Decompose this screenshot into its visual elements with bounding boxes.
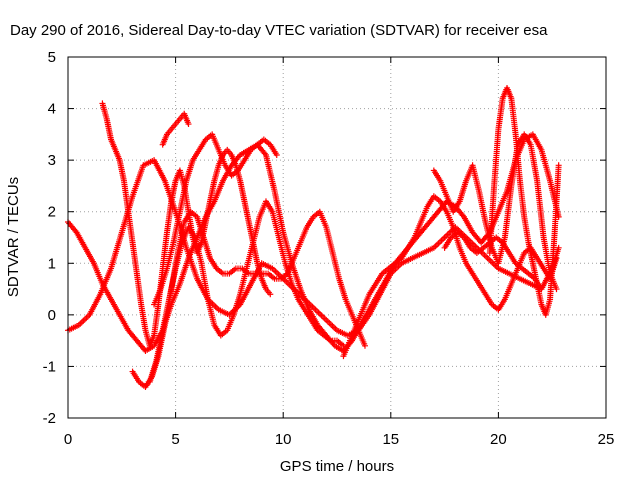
data-point (553, 286, 560, 293)
series-6 (159, 110, 192, 148)
x-tick-labels: 0 5 10 15 20 25 (64, 431, 615, 448)
chart-title: Day 290 of 2016, Sidereal Day-to-day VTE… (10, 22, 548, 39)
series-4 (129, 208, 368, 391)
y-tick-label: 5 (48, 49, 56, 66)
axis-ticks (67, 56, 607, 419)
y-axis-label: SDTVAR / TECUs (5, 177, 22, 297)
x-tick-label: 10 (275, 431, 292, 448)
y-tick-label: 0 (48, 307, 56, 324)
plot-frame (67, 56, 607, 419)
data-point (538, 286, 545, 293)
y-tick-labels: -2 -1 0 1 2 3 4 5 (43, 49, 56, 427)
y-tick-label: -2 (43, 410, 56, 427)
data-point (273, 151, 280, 158)
data-point (340, 342, 347, 349)
x-tick-label: 0 (64, 431, 72, 448)
series-8 (340, 193, 560, 360)
y-tick-label: 2 (48, 204, 56, 221)
x-tick-label: 15 (382, 431, 399, 448)
series-5 (146, 198, 347, 385)
x-tick-label: 5 (171, 431, 179, 448)
data-point (185, 121, 192, 128)
data-points (65, 84, 562, 391)
data-point (553, 255, 560, 262)
x-axis-label: GPS time / hours (280, 458, 394, 475)
grid-lines (68, 57, 606, 418)
y-tick-label: -1 (43, 358, 56, 375)
series-11 (441, 229, 545, 293)
y-tick-label: 1 (48, 255, 56, 272)
data-point (361, 342, 368, 349)
y-tick-label: 4 (48, 101, 56, 118)
series-7 (151, 131, 280, 308)
data-point (555, 162, 562, 169)
y-tick-label: 3 (48, 152, 56, 169)
x-tick-label: 25 (598, 431, 615, 448)
series-3 (65, 157, 562, 339)
data-point (267, 291, 274, 298)
x-tick-label: 20 (490, 431, 507, 448)
